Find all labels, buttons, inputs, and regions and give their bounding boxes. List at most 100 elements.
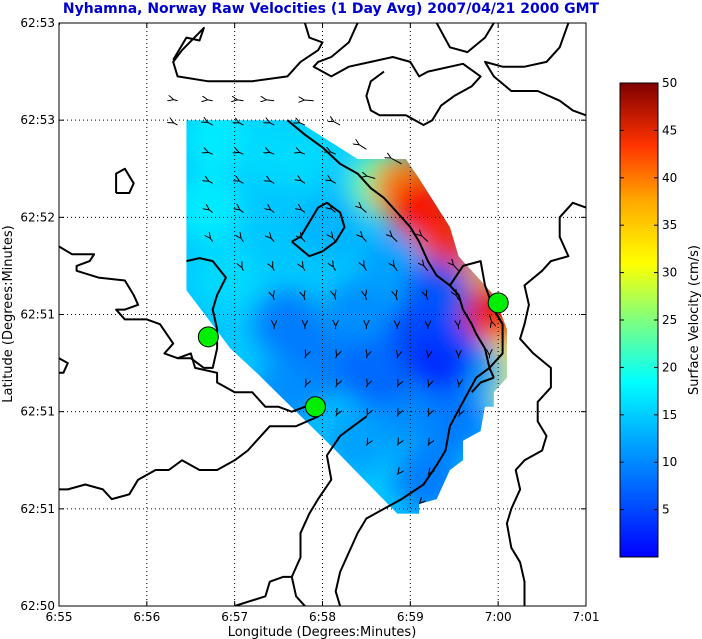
velocity-arrow [330,152,336,155]
velocity-arrow [331,209,336,213]
velocity-arrow [418,503,420,505]
velocity-arrow [239,210,244,213]
velocity-arrow [273,296,274,301]
velocity-arrow [424,265,429,272]
coastline-segment [177,257,227,369]
velocity-arrow [209,210,214,213]
velocity-arrow [428,385,429,388]
coastline-segment [115,167,135,194]
speed-sample [244,202,313,271]
coastline-segment [291,201,346,258]
velocity-arrow [332,237,337,242]
radar-site-marker [304,396,326,418]
x-tick-label: 6:58 [309,610,336,624]
velocity-arrow [335,414,337,417]
velocity-arrow [427,414,429,417]
y-tick-label: 62:52 [20,210,55,224]
speed-sample [297,193,366,262]
coastline-segment [59,357,69,374]
y-tick-label: 62:53 [20,16,55,30]
velocity-arrow [361,208,367,213]
colorbar-tick-label: 5 [662,503,670,517]
speed-sample [341,338,410,407]
velocity-arrow [421,236,429,242]
colorbar-tick-label: 25 [662,313,677,327]
velocity-arrow [207,122,213,126]
x-tick-label: 6:57 [221,610,248,624]
coastline-segment [290,415,367,606]
velocity-arrow [394,266,398,272]
velocity-arrow [269,152,275,155]
velocity-arrow [365,384,367,388]
chart-title: Nyhamna, Norway Raw Velocities (1 Day Av… [63,1,600,17]
velocity-arrow [397,356,398,359]
velocity-arrow [270,181,275,184]
velocity-arrow [272,267,275,271]
y-tick-label: 62:50 [20,599,55,613]
x-tick-label: 6:59 [397,610,424,624]
x-tick-label: 6:55 [46,610,73,624]
x-axis-ticks: 6:55 6:56 6:57 6:58 6:59 7:00 7:01 [46,23,599,624]
plot-area: 6:55 6:56 6:57 6:58 6:59 7:00 7:01 62:5062:516… [20,16,599,624]
velocity-arrow [391,158,402,165]
colorbar-tick-label: 10 [662,455,677,469]
velocity-arrow [396,414,398,417]
radar-sites [197,292,509,418]
velocity-arrow [426,296,429,301]
colorbar-tick-label: 45 [662,123,677,137]
velocity-arrow [242,267,244,271]
speed-sample [253,290,322,359]
velocity-arrow [488,314,491,322]
coastline-segment [435,23,495,54]
velocity-arrow [173,123,178,126]
velocity-arrow [302,238,306,242]
velocity-arrow [303,267,306,272]
velocity-arrow [365,414,367,417]
velocity-arrow [392,236,398,242]
velocity-arrow [299,123,306,126]
y-tick-label: 62:51 [20,405,55,419]
radar-site-marker [487,292,509,314]
x-axis-label: Longitude (Degrees:Minutes) [228,625,417,639]
velocity-arrow [210,238,214,242]
colorbar-tick-label: 35 [662,218,677,232]
velocity-arrow [304,100,314,101]
velocity-arrow [396,296,398,301]
coastline-segment [286,119,495,379]
colorbar-tick-label: 40 [662,171,677,185]
velocity-arrow [208,181,213,184]
y-tick-label: 62:51 [20,502,55,516]
velocity-arrow [304,296,305,301]
colorbar-tick-label: 30 [662,266,677,280]
velocity-arrow [396,385,398,388]
colorbar-tick-label: 15 [662,408,677,422]
velocity-arrow [239,152,244,155]
colorbar-tick-label: 20 [662,360,677,374]
velocity-arrow [333,121,341,126]
colorbar-label: Surface Velocity (cm/s) [687,245,702,395]
speed-sample [191,241,260,310]
velocity-arrow [301,210,306,213]
velocity-arrow [427,473,429,476]
y-tick-label: 62:53 [20,113,55,127]
velocity-arrow [304,355,306,359]
velocity-arrow [269,123,275,126]
velocity-vectors [173,100,491,505]
coastline-segment [59,245,320,501]
x-tick-label: 6:56 [133,610,160,624]
coastline-segment [312,23,482,126]
coastline-segment [172,23,324,83]
coastline-segment [484,23,586,117]
velocity-arrow [359,144,367,150]
coastline-segment [471,376,495,393]
coastline-segment [505,201,586,606]
velocity-arrow [335,296,336,301]
velocity-arrow [331,180,336,184]
velocity-arrow [458,414,460,417]
velocity-arrow [456,295,460,301]
speed-sample [323,280,392,349]
velocity-arrow [301,180,306,184]
colorbar: 5 10 15 20 25 30 35 40 45 50 Surface Velocity (cm… [619,76,702,558]
velocity-arrow [335,355,337,359]
velocity-arrow [300,152,306,155]
